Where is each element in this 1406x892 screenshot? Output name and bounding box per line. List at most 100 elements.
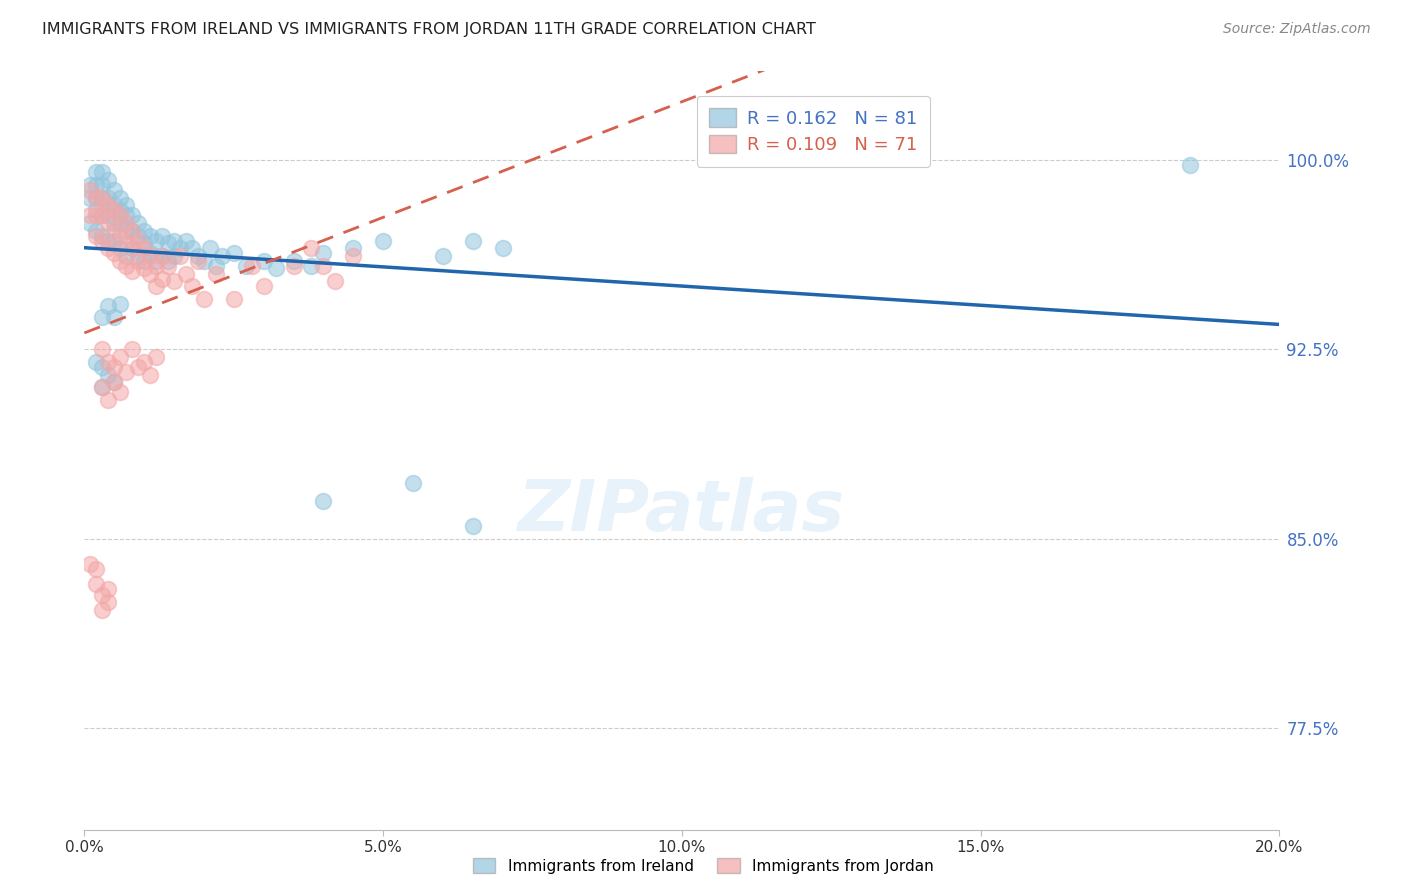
Point: [97, 241, 120, 255]
Point: [461, 234, 484, 248]
Point: [283, 259, 305, 273]
Point: [402, 476, 425, 491]
Point: [169, 249, 191, 263]
Point: [97, 191, 120, 205]
Point: [115, 365, 138, 379]
Point: [97, 355, 120, 369]
Point: [163, 274, 186, 288]
Point: [193, 292, 215, 306]
Point: [312, 246, 335, 260]
Point: [79, 191, 101, 205]
Point: [110, 191, 132, 205]
Point: [91, 359, 114, 374]
Point: [145, 279, 167, 293]
Point: [139, 368, 162, 382]
Point: [121, 223, 143, 237]
Point: [79, 557, 101, 571]
Point: [115, 208, 138, 222]
Point: [127, 359, 149, 374]
Point: [127, 253, 149, 268]
Point: [325, 274, 347, 288]
Point: [115, 216, 138, 230]
Point: [139, 249, 162, 263]
Point: [211, 249, 233, 263]
Point: [169, 241, 191, 255]
Point: [110, 203, 132, 218]
Point: [110, 216, 132, 230]
Point: [97, 198, 120, 212]
Point: [91, 191, 114, 205]
Point: [132, 355, 156, 369]
Text: IMMIGRANTS FROM IRELAND VS IMMIGRANTS FROM JORDAN 11TH GRADE CORRELATION CHART: IMMIGRANTS FROM IRELAND VS IMMIGRANTS FR…: [42, 22, 815, 37]
Point: [86, 223, 108, 237]
Point: [86, 165, 108, 179]
Point: [121, 223, 143, 237]
Point: [121, 241, 143, 255]
Point: [86, 228, 108, 243]
Point: [86, 577, 108, 591]
Point: [91, 380, 114, 394]
Point: [150, 228, 173, 243]
Point: [97, 595, 120, 609]
Point: [163, 234, 186, 248]
Point: [115, 236, 138, 251]
Point: [312, 494, 335, 508]
Point: [127, 234, 149, 248]
Legend: Immigrants from Ireland, Immigrants from Jordan: Immigrants from Ireland, Immigrants from…: [467, 852, 939, 880]
Point: [432, 249, 454, 263]
Point: [205, 267, 228, 281]
Point: [103, 375, 125, 389]
Point: [205, 259, 228, 273]
Point: [127, 228, 149, 243]
Point: [103, 203, 125, 218]
Point: [342, 241, 364, 255]
Point: [103, 359, 125, 374]
Point: [103, 198, 125, 212]
Point: [91, 587, 114, 601]
Point: [157, 236, 180, 251]
Point: [86, 203, 108, 218]
Point: [301, 241, 323, 255]
Point: [110, 350, 132, 364]
Point: [145, 350, 167, 364]
Point: [127, 216, 149, 230]
Point: [461, 519, 484, 533]
Point: [115, 249, 138, 263]
Point: [103, 246, 125, 260]
Point: [150, 271, 173, 285]
Point: [187, 249, 209, 263]
Point: [121, 208, 143, 222]
Point: [103, 216, 125, 230]
Point: [342, 249, 364, 263]
Point: [312, 259, 335, 273]
Point: [79, 178, 101, 192]
Point: [193, 253, 215, 268]
Point: [110, 297, 132, 311]
Point: [139, 228, 162, 243]
Point: [132, 223, 156, 237]
Point: [86, 208, 108, 222]
Point: [97, 173, 120, 187]
Point: [222, 246, 245, 260]
Point: [145, 253, 167, 268]
Point: [110, 208, 132, 222]
Point: [79, 216, 101, 230]
Point: [145, 259, 167, 273]
Point: [145, 234, 167, 248]
Point: [91, 380, 114, 394]
Point: [139, 267, 162, 281]
Point: [91, 208, 114, 222]
Point: [91, 165, 114, 179]
Text: ZIPatlas: ZIPatlas: [519, 476, 845, 546]
Point: [103, 183, 125, 197]
Point: [222, 292, 245, 306]
Point: [373, 234, 395, 248]
Point: [103, 234, 125, 248]
Point: [91, 178, 114, 192]
Point: [174, 267, 197, 281]
Point: [492, 241, 515, 255]
Point: [253, 279, 276, 293]
Point: [132, 241, 156, 255]
Point: [132, 253, 156, 268]
Point: [91, 343, 114, 357]
